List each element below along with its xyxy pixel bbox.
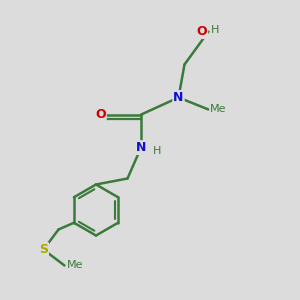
Text: H: H <box>153 146 162 156</box>
Text: S: S <box>39 243 48 256</box>
Text: N: N <box>173 91 184 104</box>
Text: H: H <box>211 25 219 35</box>
Text: N: N <box>136 141 146 154</box>
Text: Me: Me <box>210 104 226 115</box>
Text: O: O <box>95 108 106 121</box>
Text: O: O <box>196 25 207 38</box>
Text: Me: Me <box>67 260 83 271</box>
